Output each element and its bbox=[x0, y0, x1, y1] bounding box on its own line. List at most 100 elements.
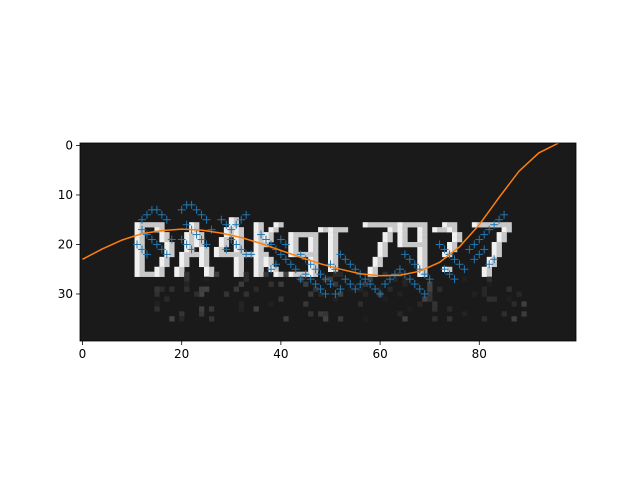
captcha-pixel bbox=[313, 286, 319, 292]
scatter-point bbox=[351, 285, 360, 294]
captcha-pixel bbox=[397, 242, 403, 248]
scatter-point bbox=[202, 215, 211, 224]
captcha-pixel bbox=[303, 232, 309, 238]
captcha-pixel bbox=[452, 232, 458, 238]
captcha-pixel bbox=[313, 261, 319, 268]
scatter-point bbox=[470, 240, 479, 249]
scatter-point bbox=[405, 255, 414, 264]
scatter-point bbox=[301, 270, 310, 279]
captcha-pixel bbox=[199, 246, 205, 253]
captcha-pixel bbox=[199, 306, 205, 312]
captcha-pixel bbox=[288, 246, 294, 253]
captcha-pixel bbox=[332, 237, 339, 243]
captcha-pixel bbox=[164, 246, 170, 253]
scatter-point bbox=[400, 250, 409, 259]
captcha-pixel bbox=[417, 256, 423, 263]
captcha-pixel bbox=[328, 276, 334, 282]
captcha-pixel bbox=[233, 237, 240, 243]
captcha-pixel bbox=[134, 246, 140, 253]
captcha-pixel bbox=[402, 276, 408, 282]
captcha-pixel bbox=[139, 237, 145, 243]
captcha-pixel bbox=[332, 251, 339, 258]
captcha-pixel bbox=[258, 237, 264, 243]
captcha-pixel bbox=[372, 266, 378, 272]
captcha-pixel bbox=[134, 261, 140, 268]
captcha-pixel bbox=[372, 271, 378, 277]
captcha-pixel bbox=[377, 261, 383, 268]
captcha-pixel bbox=[447, 306, 453, 312]
captcha-pixel bbox=[258, 242, 264, 248]
captcha-pixel bbox=[238, 227, 244, 233]
captcha-pixel bbox=[238, 261, 244, 268]
captcha-pixel bbox=[154, 266, 160, 272]
captcha-pixel bbox=[432, 301, 438, 307]
scatter-point bbox=[232, 240, 241, 249]
captcha-pixel bbox=[456, 237, 463, 243]
scatter-point bbox=[138, 225, 146, 234]
captcha-pixel bbox=[452, 246, 458, 253]
captcha-pixel bbox=[313, 256, 319, 263]
captcha-pixel bbox=[452, 242, 458, 248]
captcha-pixel bbox=[204, 261, 210, 268]
scatter-point bbox=[242, 210, 251, 219]
scatter-point bbox=[222, 245, 231, 254]
captcha-pixel bbox=[208, 306, 215, 312]
captcha-pixel bbox=[382, 242, 388, 248]
captcha-pixel bbox=[174, 271, 180, 277]
scatter-point bbox=[321, 289, 330, 298]
captcha-pixel bbox=[461, 311, 468, 317]
captcha-pixel bbox=[357, 301, 364, 307]
captcha-pixel bbox=[501, 227, 507, 233]
scatter-point bbox=[217, 215, 226, 224]
scatter-point bbox=[376, 289, 385, 298]
captcha-pixel bbox=[417, 222, 423, 228]
scatter-point bbox=[257, 230, 266, 239]
captcha-pixel bbox=[427, 286, 433, 292]
scatter-point bbox=[167, 235, 176, 244]
captcha-pixel bbox=[407, 306, 413, 312]
scatter-point bbox=[410, 280, 419, 289]
captcha-pixel bbox=[238, 251, 244, 258]
captcha-pixel bbox=[263, 256, 269, 263]
captcha-pixel bbox=[486, 222, 492, 228]
x-tick-label: 0 bbox=[79, 347, 87, 361]
scatter-point bbox=[133, 240, 142, 249]
captcha-pixel bbox=[208, 271, 215, 277]
captcha-pixel bbox=[422, 251, 428, 258]
scatter-point bbox=[187, 200, 196, 209]
scatter-point bbox=[490, 220, 499, 229]
captcha-pixel bbox=[332, 242, 339, 248]
captcha-pixel bbox=[481, 222, 488, 228]
captcha-pixel bbox=[516, 291, 522, 297]
captcha-pixel bbox=[134, 256, 140, 263]
scatter-point bbox=[415, 285, 424, 294]
captcha-pixel bbox=[238, 256, 244, 263]
captcha-pixel bbox=[486, 256, 492, 263]
captcha-pixel bbox=[521, 301, 527, 307]
captcha-pixel bbox=[283, 316, 289, 322]
captcha-pixel bbox=[417, 246, 423, 253]
scatter-point bbox=[281, 240, 290, 249]
captcha-pixel bbox=[199, 256, 205, 263]
scatter-point bbox=[366, 280, 375, 289]
captcha-pixel bbox=[382, 246, 388, 253]
captcha-pixel bbox=[432, 227, 438, 233]
captcha-pixel bbox=[417, 232, 423, 238]
y-tick-label: 0 bbox=[65, 138, 73, 152]
captcha-pixel bbox=[407, 222, 413, 228]
captcha-pixel bbox=[268, 227, 274, 233]
captcha-pixel bbox=[204, 256, 210, 263]
captcha-pixel bbox=[332, 256, 339, 263]
captcha-pixel bbox=[288, 271, 294, 277]
captcha-pixel bbox=[452, 222, 458, 228]
scatter-point bbox=[177, 205, 186, 214]
captcha-pixel bbox=[278, 222, 284, 228]
scatter-point bbox=[316, 285, 325, 294]
scatter-point bbox=[425, 275, 434, 284]
scatter-point bbox=[326, 280, 335, 289]
scatter-point bbox=[346, 260, 355, 269]
captcha-pixel bbox=[253, 227, 259, 233]
captcha-pixel bbox=[179, 271, 185, 277]
captcha-pixel bbox=[179, 261, 185, 268]
scatter-point bbox=[262, 235, 270, 244]
